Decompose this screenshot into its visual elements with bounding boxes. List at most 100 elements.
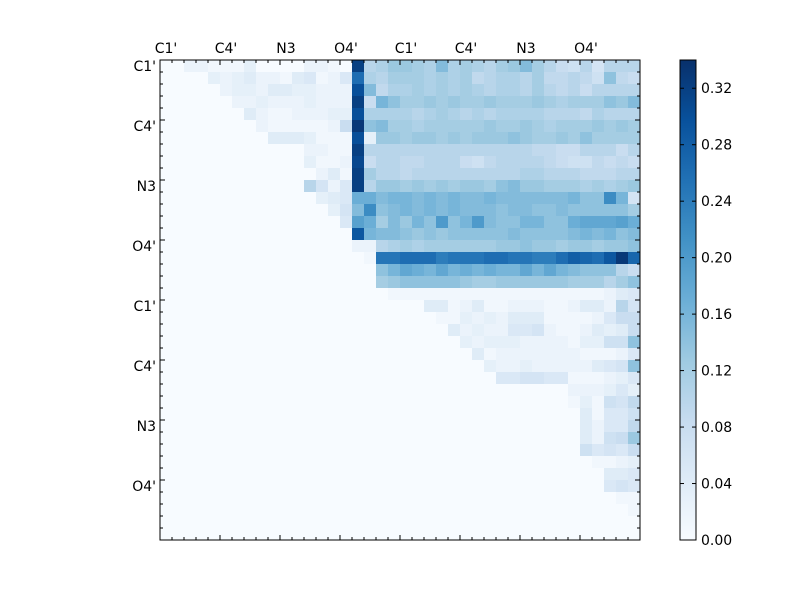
heatmap-cell [196, 480, 209, 493]
heatmap-cell [304, 180, 317, 193]
heatmap-cell [352, 420, 365, 433]
colorbar-tick-label: 0.28 [701, 138, 732, 154]
heatmap-cell [328, 228, 341, 241]
heatmap-cell [592, 408, 605, 421]
heatmap-cell [196, 120, 209, 133]
heatmap-cell [196, 372, 209, 385]
heatmap-cell [220, 420, 233, 433]
heatmap-cell [304, 408, 317, 421]
heatmap-cell [520, 84, 533, 97]
heatmap-cell [280, 168, 293, 181]
heatmap-cell [568, 336, 581, 349]
heatmap-cell [316, 180, 329, 193]
heatmap-cell [568, 144, 581, 157]
heatmap-cell [520, 372, 533, 385]
heatmap-cell [556, 420, 569, 433]
heatmap-cell [448, 444, 461, 457]
heatmap-cell [436, 360, 449, 373]
heatmap-cell [496, 372, 509, 385]
heatmap-cell [388, 228, 401, 241]
heatmap-cell [436, 408, 449, 421]
heatmap-cell [484, 240, 497, 253]
heatmap-cell [412, 84, 425, 97]
heatmap-cell [280, 528, 293, 541]
heatmap-cell [220, 324, 233, 337]
heatmap-cell [184, 324, 197, 337]
heatmap-cell [232, 168, 245, 181]
heatmap-cell [424, 348, 437, 361]
heatmap-cell [412, 240, 425, 253]
heatmap-cell [280, 252, 293, 265]
heatmap-cell [520, 240, 533, 253]
heatmap-cell [376, 300, 389, 313]
heatmap-cell [616, 396, 629, 409]
heatmap-cell [292, 528, 305, 541]
heatmap-cell [340, 144, 353, 157]
heatmap-cell [616, 204, 629, 217]
heatmap-cell [364, 84, 377, 97]
heatmap-cell [436, 432, 449, 445]
heatmap-cell [604, 336, 617, 349]
heatmap-cell [352, 336, 365, 349]
heatmap-cell [616, 504, 629, 517]
heatmap-cell [352, 240, 365, 253]
heatmap-cell [412, 336, 425, 349]
heatmap-cell [616, 144, 629, 157]
heatmap-cell [616, 216, 629, 229]
heatmap-cell [400, 204, 413, 217]
heatmap-cell [388, 120, 401, 133]
heatmap-cell [388, 516, 401, 529]
heatmap-cell [472, 60, 485, 73]
heatmap-cell [604, 156, 617, 169]
heatmap-cell [556, 348, 569, 361]
heatmap-cell [196, 276, 209, 289]
heatmap-cell [604, 408, 617, 421]
heatmap-cell [616, 372, 629, 385]
heatmap-cell [220, 504, 233, 517]
heatmap-cell [292, 264, 305, 277]
heatmap-cell [556, 480, 569, 493]
heatmap-cell [184, 144, 197, 157]
heatmap-cell [196, 108, 209, 121]
heatmap-cell [196, 204, 209, 217]
heatmap-cell [244, 180, 257, 193]
y-tick-label: C4' [133, 359, 156, 375]
heatmap-cell [532, 120, 545, 133]
heatmap-cell [520, 312, 533, 325]
heatmap-cell [316, 192, 329, 205]
heatmap-cell [196, 228, 209, 241]
heatmap-cell [280, 120, 293, 133]
heatmap-cell [244, 300, 257, 313]
heatmap-cell [604, 300, 617, 313]
heatmap-cell [160, 468, 173, 481]
heatmap-cell [244, 240, 257, 253]
heatmap-cell [460, 132, 473, 145]
heatmap-cell [232, 516, 245, 529]
heatmap-cell [412, 252, 425, 265]
heatmap-cell [268, 156, 281, 169]
heatmap-cell [208, 288, 221, 301]
heatmap-cell [172, 60, 185, 73]
heatmap-cell [472, 288, 485, 301]
heatmap-cell [556, 516, 569, 529]
heatmap-cell [340, 192, 353, 205]
heatmap-cell [580, 108, 593, 121]
heatmap-cell [328, 444, 341, 457]
heatmap-cell [448, 312, 461, 325]
heatmap-cell [232, 156, 245, 169]
heatmap-cell [340, 264, 353, 277]
heatmap-cell [472, 264, 485, 277]
heatmap-cell [232, 132, 245, 145]
heatmap-cell [184, 432, 197, 445]
heatmap-cell [460, 384, 473, 397]
heatmap-cell [580, 252, 593, 265]
heatmap-cell [256, 72, 269, 85]
heatmap-cell [544, 492, 557, 505]
heatmap-cell [544, 228, 557, 241]
heatmap-cell [244, 156, 257, 169]
heatmap-cell [556, 144, 569, 157]
heatmap-cell [580, 288, 593, 301]
heatmap-cell [484, 324, 497, 337]
heatmap-cell [292, 252, 305, 265]
heatmap-cell [292, 228, 305, 241]
